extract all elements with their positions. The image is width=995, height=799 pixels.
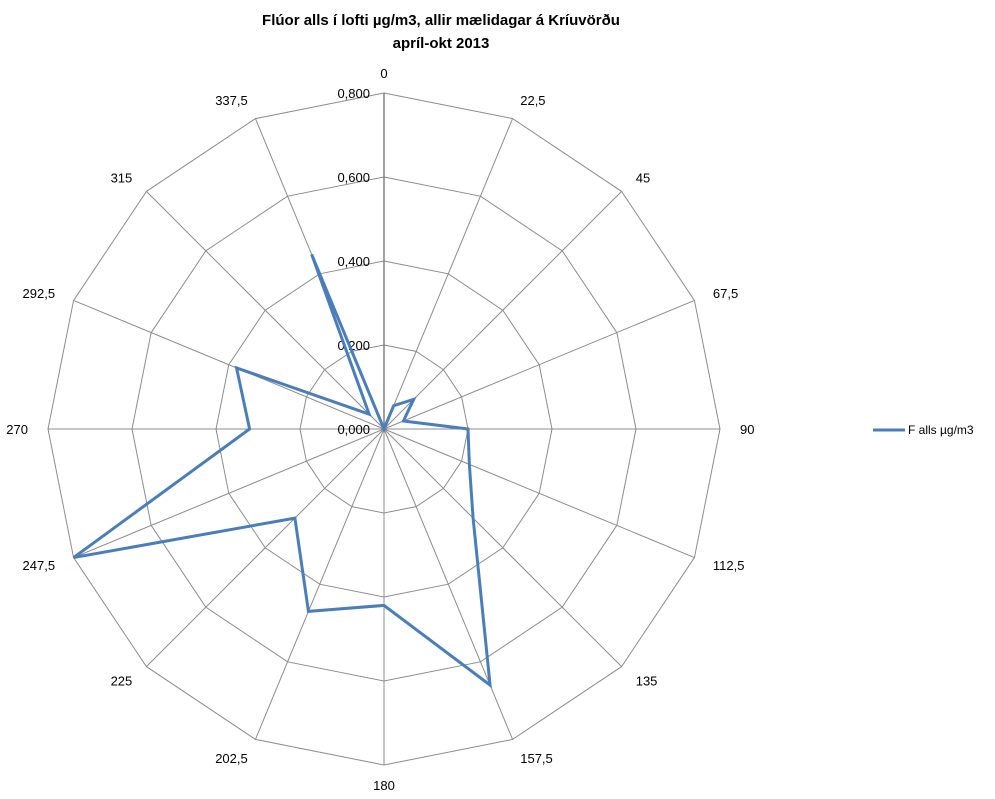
direction-label-11: 247,5: [23, 558, 56, 573]
spoke-5: [383, 428, 695, 559]
direction-label-6: 135: [636, 674, 658, 689]
series-group: [72, 253, 492, 689]
radial-tick-label-0: 0,000: [337, 422, 370, 437]
direction-label-4: 90: [740, 422, 754, 437]
chart-title-line-1: Flúor alls í lofti µg/m3, allir mælidaga…: [262, 12, 620, 29]
direction-label-12: 270: [6, 422, 28, 437]
direction-label-9: 202,5: [215, 751, 248, 766]
direction-label-5: 112,5: [713, 558, 745, 573]
direction-label-0: 0: [380, 66, 387, 81]
chart-title: Flúor alls í lofti µg/m3, allir mælidaga…: [262, 12, 620, 52]
radar-axes: [48, 93, 720, 765]
direction-label-15: 337,5: [215, 93, 248, 108]
spoke-13: [73, 299, 385, 430]
spoke-9: [254, 428, 385, 740]
spoke-10: [146, 428, 385, 667]
chart-title-line-2: apríl-okt 2013: [393, 35, 490, 52]
radial-tick-label-2: 0,400: [337, 254, 370, 269]
direction-label-1: 22,5: [520, 93, 545, 108]
series-line-0: [72, 253, 492, 689]
direction-label-2: 45: [636, 170, 650, 185]
legend: F alls µg/m3: [873, 423, 974, 437]
direction-label-7: 157,5: [520, 751, 553, 766]
direction-label-10: 225: [111, 674, 133, 689]
spoke-7: [383, 428, 514, 740]
direction-labels: 0 22,5 45 67,5 90 112,5 135 157,5 180 202,5 225 247…: [6, 66, 754, 793]
direction-label-3: 67,5: [713, 286, 738, 301]
spoke-2: [383, 191, 622, 430]
direction-label-13: 292,5: [23, 286, 56, 301]
spoke-6: [383, 428, 622, 667]
legend-label: F alls µg/m3: [908, 423, 974, 437]
spoke-11: [73, 428, 385, 559]
radial-tick-label-4: 0,800: [337, 86, 370, 101]
spoke-3: [383, 299, 695, 430]
direction-label-14: 315: [111, 170, 133, 185]
spoke-14: [146, 191, 385, 430]
radial-tick-label-3: 0,600: [337, 170, 370, 185]
direction-label-8: 180: [373, 778, 395, 793]
spoke-1: [383, 118, 514, 430]
